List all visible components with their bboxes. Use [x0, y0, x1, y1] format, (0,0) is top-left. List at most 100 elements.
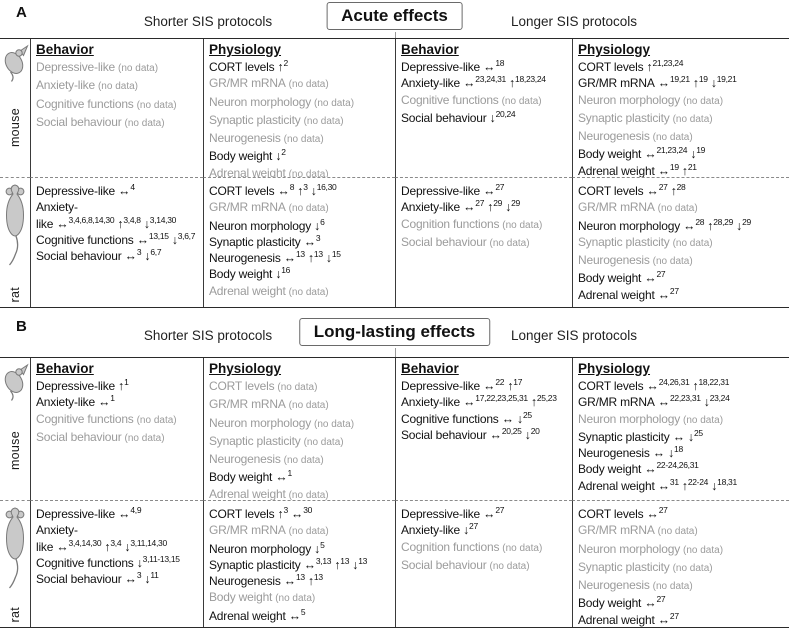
- decrease-arrow-icon: ↓: [136, 555, 143, 570]
- reference-numbers: 13: [340, 555, 350, 566]
- reference-numbers: 3,11,14,30: [130, 537, 167, 548]
- decrease-arrow-icon: ↓: [314, 541, 321, 556]
- no-data-note: (no data): [118, 63, 159, 74]
- effect-item: Neurogenesis (no data): [578, 577, 787, 595]
- arrow-group: ↔3,4,6,8,14,30: [56, 215, 114, 230]
- effect-arrows: ↔3,4,14,30 ↑3,4 ↓3,11,14,30: [53, 537, 167, 554]
- effect-arrows: ↔17,22,23,25,31 ↑25,23: [460, 394, 557, 409]
- effect-arrows: ↔19,21 ↑19 ↓19,21: [655, 75, 737, 90]
- mouse-icon: [2, 44, 29, 82]
- effect-arrows: ↔27: [480, 506, 504, 521]
- arrow-group: ↑29: [487, 199, 502, 214]
- effect-item: Anxiety-like ↔27 ↑29 ↓29: [401, 199, 570, 215]
- effect-arrows: ↔27: [655, 287, 679, 302]
- no-data-note: (no data): [683, 95, 724, 107]
- no-data-note: (no data): [672, 113, 713, 125]
- arrow-group: ↔27: [463, 199, 484, 214]
- effect-item: Cognition functions (no data): [401, 216, 570, 234]
- effect-label: Synaptic plasticity: [209, 557, 301, 572]
- effect-item: Cognitive functions (no data): [36, 411, 201, 429]
- arrow-group: ↓16: [275, 266, 290, 281]
- arrow-group: ↑1: [118, 378, 129, 393]
- reference-numbers: 22-24: [687, 476, 709, 487]
- no-data-note: (no data): [489, 560, 530, 572]
- effect-item: Synaptic plasticity (no data): [578, 234, 787, 252]
- reference-numbers: 19: [696, 145, 706, 156]
- effect-label: Synaptic plasticity: [209, 112, 301, 127]
- effect-arrows: ↔31 ↑22-24 ↓18,31: [655, 476, 738, 493]
- no-change-arrow-icon: ↔: [657, 163, 671, 178]
- reference-numbers: 28: [676, 182, 686, 192]
- reference-numbers: 16,30: [316, 182, 337, 192]
- reference-numbers: 29: [742, 216, 751, 227]
- decrease-arrow-icon: ↓: [462, 523, 470, 538]
- reference-numbers: 5: [320, 539, 325, 550]
- effect-label: Anxiety-like: [36, 200, 78, 231]
- effect-item: Body weight ↔27: [578, 595, 787, 611]
- arrow-group: ↓20: [525, 427, 540, 442]
- reference-numbers: 15: [331, 249, 341, 260]
- behavior-cell: Behavior Depressive-like ↑1 Anxiety-like ↔1 C…: [30, 358, 203, 501]
- effect-label: Adrenal weight: [578, 287, 655, 302]
- effect-label: Anxiety-like: [36, 78, 95, 93]
- no-data-note: (no data): [136, 99, 177, 111]
- increase-arrow-icon: ↑: [277, 60, 284, 74]
- reference-numbers: 3,4: [110, 537, 122, 548]
- effect-label: Neuron morphology: [578, 411, 680, 426]
- arrow-group: ↔22: [483, 378, 504, 393]
- reference-numbers: 27: [656, 594, 666, 605]
- no-change-arrow-icon: ↔: [283, 574, 297, 589]
- effect-label: Neuron morphology: [209, 94, 311, 109]
- effects-table: mouse Behavior Depressive-like (no data) Anx…: [0, 38, 789, 308]
- title-connector-line: [394, 348, 396, 357]
- arrow-group: ↑3,4,8: [117, 215, 141, 230]
- effect-item: Synaptic plasticity (no data): [578, 110, 787, 128]
- reference-numbers: 3: [136, 570, 142, 581]
- reference-numbers: 21: [687, 161, 697, 172]
- effect-arrows: ↔3: [301, 234, 321, 249]
- no-change-arrow-icon: ↔: [483, 379, 496, 393]
- arrow-group: ↔4: [118, 183, 135, 198]
- effect-item: Body weight ↔22-24,26,31: [578, 461, 787, 477]
- arrow-group: ↓27: [462, 522, 478, 538]
- arrow-group: ↑18,23,24: [509, 75, 546, 90]
- decrease-arrow-icon: ↓: [516, 411, 523, 426]
- effect-item: Neuron morphology (no data): [209, 94, 393, 112]
- arrow-group: ↔27: [483, 506, 504, 521]
- reference-numbers: 3,6,7: [177, 230, 196, 241]
- arrow-group: ↔27: [644, 594, 666, 610]
- effect-arrows: ↓6: [311, 217, 325, 232]
- arrow-group: ↔: [502, 412, 515, 426]
- effect-arrows: ↔13 ↑13: [281, 573, 323, 589]
- effect-item: Neuron morphology (no data): [209, 415, 393, 433]
- arrow-group: ↓25: [688, 429, 703, 444]
- arrow-group: ↔27: [644, 270, 665, 285]
- effect-item: Neurogenesis ↔13 ↑13 ↓15: [209, 250, 393, 266]
- physiology-cell: Physiology CORT levels (no data) GR/MR mRNA…: [203, 358, 395, 501]
- reference-numbers: 17: [513, 377, 523, 387]
- effect-arrows: ↔1: [95, 394, 115, 409]
- physiology-cell: CORT levels ↑3 ↔30 GR/MR mRNA (no data) Neuro…: [203, 501, 395, 627]
- effect-label: Adrenal weight: [209, 486, 286, 501]
- increase-arrow-icon: ↑: [646, 60, 653, 74]
- effect-arrows: ↓20,24: [487, 110, 516, 125]
- effect-arrows: ↑1: [115, 378, 129, 393]
- effect-label: Neurogenesis: [578, 253, 650, 268]
- effect-arrows: ↓27: [460, 522, 478, 538]
- reference-numbers: 18: [495, 58, 505, 68]
- no-data-note: (no data): [277, 382, 318, 393]
- decrease-arrow-icon: ↓: [124, 539, 131, 554]
- effect-label: Neuron morphology: [209, 218, 311, 233]
- physiology-cell: Physiology CORT levels ↑2 GR/MR mRNA (no dat…: [203, 39, 395, 178]
- effect-item: Depressive-like ↑1: [36, 378, 201, 394]
- reference-numbers: 21,23,24: [652, 58, 684, 68]
- reference-numbers: 2: [281, 147, 286, 158]
- effect-arrows: ↔23,24,31 ↑18,23,24: [460, 75, 546, 90]
- arrow-group: ↔27: [646, 506, 667, 521]
- arrow-group: ↔17,22,23,25,31: [463, 394, 528, 409]
- increase-arrow-icon: ↑: [692, 379, 699, 393]
- effect-item: Social behaviour ↔3 ↓11: [36, 571, 201, 587]
- effect-arrows: ↔4,9: [115, 506, 142, 521]
- increase-arrow-icon: ↑: [334, 557, 341, 572]
